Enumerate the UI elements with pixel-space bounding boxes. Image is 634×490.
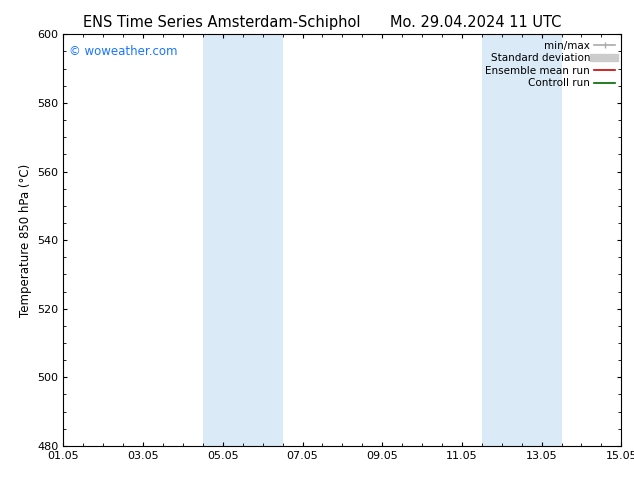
Y-axis label: Temperature 850 hPa (°C): Temperature 850 hPa (°C) xyxy=(19,164,32,317)
Text: © woweather.com: © woweather.com xyxy=(69,45,178,58)
Text: Mo. 29.04.2024 11 UTC: Mo. 29.04.2024 11 UTC xyxy=(390,15,561,30)
Bar xyxy=(203,34,283,446)
Text: ENS Time Series Amsterdam-Schiphol: ENS Time Series Amsterdam-Schiphol xyxy=(83,15,361,30)
Bar xyxy=(482,34,562,446)
Legend: min/max, Standard deviation, Ensemble mean run, Controll run: min/max, Standard deviation, Ensemble me… xyxy=(481,36,619,93)
